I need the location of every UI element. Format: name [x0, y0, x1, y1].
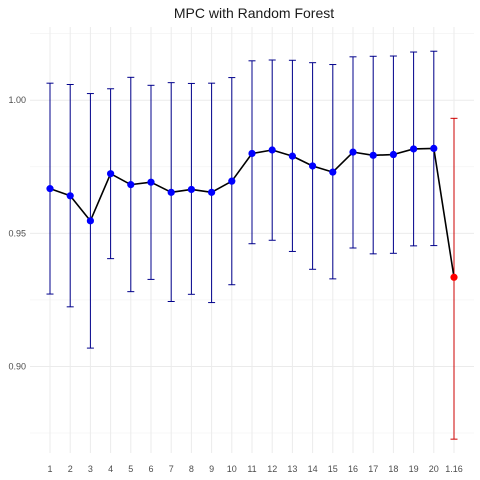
x-tick-label: 20	[429, 464, 439, 474]
data-point	[309, 162, 317, 170]
data-point	[450, 273, 458, 281]
data-point	[329, 168, 337, 176]
x-tick-label: 6	[148, 464, 153, 474]
chart-title: MPC with Random Forest	[174, 5, 334, 21]
x-tick-label: 11	[247, 464, 256, 474]
data-point	[86, 217, 94, 225]
x-tick-label: 2	[68, 464, 73, 474]
x-tick-label: 19	[409, 464, 419, 474]
data-point	[167, 188, 175, 196]
data-point	[187, 185, 195, 194]
data-point	[410, 145, 418, 153]
data-point	[107, 170, 115, 178]
data-point	[389, 150, 397, 159]
y-tick-label: 0.90	[8, 361, 26, 371]
x-tick-label: 12	[267, 464, 277, 474]
x-tick-label: 10	[227, 464, 237, 474]
x-axis-ticks: 1 2 3 4 5 6 7 8 9 10 11 12 13 14 15 16 17 18 19 20 1.16	[47, 464, 462, 474]
x-tick-label: 7	[169, 464, 174, 474]
x-tick-label: 15	[328, 464, 338, 474]
x-tick-label: 13	[287, 464, 297, 474]
data-point	[46, 185, 54, 193]
x-tick-label: 3	[88, 464, 93, 474]
x-tick-label: 16	[348, 464, 358, 474]
y-tick-label: 1.00	[8, 95, 26, 105]
data-point	[127, 181, 135, 189]
data-point	[147, 178, 155, 186]
y-axis-ticks: 0.90 0.95 1.00	[8, 95, 26, 371]
x-tick-label: 4	[108, 464, 113, 474]
data-point	[248, 149, 256, 158]
data-point	[288, 152, 296, 160]
x-tick-label: 1	[47, 464, 52, 474]
data-points	[46, 144, 458, 281]
x-tick-label: 17	[368, 464, 378, 474]
data-point	[349, 148, 357, 156]
data-point	[66, 192, 74, 200]
data-point	[228, 177, 236, 185]
data-point	[268, 146, 276, 154]
x-tick-label: 1.16	[445, 464, 463, 474]
x-tick-label: 8	[189, 464, 194, 474]
data-point	[369, 151, 377, 159]
data-point	[430, 144, 438, 153]
x-tick-label: 18	[388, 464, 398, 474]
x-tick-label: 5	[128, 464, 133, 474]
x-tick-label: 9	[209, 464, 214, 474]
x-tick-label: 14	[308, 464, 318, 474]
data-point	[208, 188, 216, 196]
y-tick-label: 0.95	[8, 228, 26, 238]
